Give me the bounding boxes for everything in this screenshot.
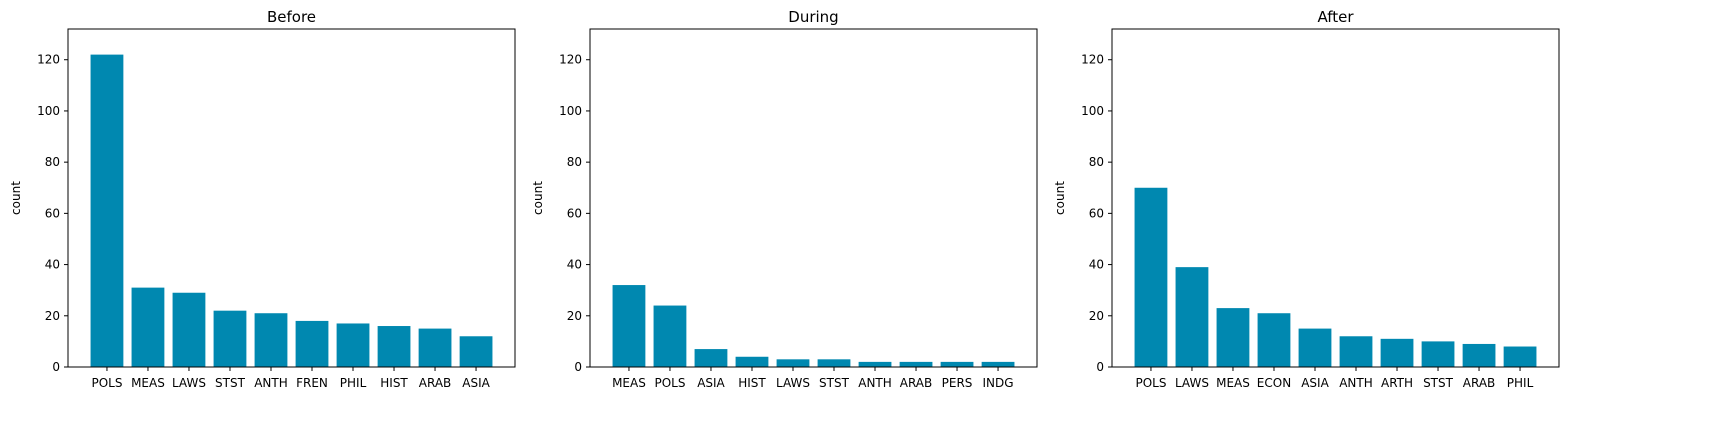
bar-arth: [1380, 338, 1414, 367]
x-tick-label: ARAB: [419, 376, 452, 390]
x-tick-label: MEAS: [612, 376, 646, 390]
x-tick-label: PERS: [942, 376, 973, 390]
x-tick-label: ARTH: [1381, 376, 1413, 390]
chart-panel-1: POLS MEAS LAWS STST ANTH FREN PHIL HIST ARAB ASIA…: [9, 8, 516, 390]
bar-pols: [653, 305, 687, 367]
y-tick-label: 40: [1089, 258, 1104, 272]
bar-meas: [1216, 308, 1250, 367]
x-tick-label: POLS: [91, 376, 122, 390]
bar-pols: [1134, 187, 1168, 367]
bar-meas: [131, 287, 165, 367]
x-tick-label: ARAB: [1463, 376, 1496, 390]
y-tick-label: 20: [1089, 309, 1104, 323]
bar-arab: [418, 328, 452, 367]
chart-title: After: [1317, 8, 1354, 26]
y-tick-label: 0: [52, 360, 60, 374]
x-tick-label: LAWS: [776, 376, 810, 390]
bar-anth: [254, 313, 288, 367]
chart-title: Before: [267, 8, 316, 26]
bar-laws: [776, 359, 810, 367]
x-tick-label: LAWS: [1175, 376, 1209, 390]
y-tick-label: 40: [45, 258, 60, 272]
bar-stst: [817, 359, 851, 367]
axes-frame: [589, 28, 1038, 368]
x-tick-label: HIST: [380, 376, 408, 390]
y-tick-label: 60: [1089, 206, 1104, 220]
bar-laws: [1175, 267, 1209, 367]
x-tick-label: ASIA: [697, 376, 725, 390]
bar-laws: [172, 292, 206, 367]
y-axis-label: count: [531, 181, 545, 215]
y-tick-label: 60: [567, 206, 582, 220]
axes-frame: [1111, 28, 1560, 368]
bar-stst: [213, 310, 247, 367]
y-tick-label: 40: [567, 258, 582, 272]
x-tick-label: POLS: [654, 376, 685, 390]
x-tick-label: POLS: [1135, 376, 1166, 390]
x-tick-label: PHIL: [340, 376, 367, 390]
x-tick-label: LAWS: [172, 376, 206, 390]
bar-hist: [377, 326, 411, 367]
chart-panel-3: POLS LAWS MEAS ECON ASIA ANTH ARTH STST ARAB PHIL…: [1053, 8, 1560, 390]
y-axis-label: count: [1053, 181, 1067, 215]
x-tick-label: ARAB: [900, 376, 933, 390]
x-tick-label: ASIA: [1301, 376, 1329, 390]
bar-phil: [336, 323, 370, 367]
x-tick-label: ANTH: [254, 376, 288, 390]
y-tick-label: 20: [45, 309, 60, 323]
y-tick-label: 60: [45, 206, 60, 220]
x-tick-label: ANTH: [1339, 376, 1373, 390]
x-tick-label: MEAS: [131, 376, 165, 390]
chart-title: During: [788, 8, 838, 26]
x-tick-label: HIST: [738, 376, 766, 390]
y-tick-label: 120: [1081, 53, 1104, 67]
bar-pers: [940, 361, 974, 367]
y-tick-label: 0: [1096, 360, 1104, 374]
y-tick-label: 100: [37, 104, 60, 118]
y-tick-label: 80: [1089, 155, 1104, 169]
y-tick-label: 20: [567, 309, 582, 323]
y-tick-label: 120: [559, 53, 582, 67]
bar-anth: [858, 361, 892, 367]
x-tick-label: STST: [215, 376, 246, 390]
x-tick-label: ECON: [1257, 376, 1291, 390]
bar-asia: [1298, 328, 1332, 367]
x-tick-label: MEAS: [1216, 376, 1250, 390]
bar-arab: [1462, 343, 1496, 367]
x-tick-label: PHIL: [1507, 376, 1534, 390]
bar-fren: [295, 320, 329, 367]
bar-hist: [735, 356, 769, 367]
x-tick-label: STST: [1423, 376, 1454, 390]
bar-pols: [90, 54, 124, 368]
y-tick-label: 120: [37, 53, 60, 67]
chart-panel-2: MEAS POLS ASIA HIST LAWS STST ANTH ARAB PERS INDG…: [531, 8, 1038, 390]
y-axis-label: count: [9, 181, 23, 215]
x-tick-label: STST: [819, 376, 850, 390]
bar-arab: [899, 361, 933, 367]
bar-phil: [1503, 346, 1537, 367]
bar-meas: [612, 285, 646, 367]
bar-stst: [1421, 341, 1455, 367]
x-tick-label: FREN: [296, 376, 328, 390]
y-tick-label: 80: [567, 155, 582, 169]
y-tick-label: 80: [45, 155, 60, 169]
y-tick-label: 0: [574, 360, 582, 374]
x-tick-label: ASIA: [462, 376, 490, 390]
x-tick-label: INDG: [983, 376, 1014, 390]
bar-econ: [1257, 313, 1291, 367]
y-tick-label: 100: [1081, 104, 1104, 118]
bar-asia: [694, 349, 728, 367]
axes-frame: [67, 28, 516, 368]
bar-anth: [1339, 336, 1373, 367]
bar-asia: [459, 336, 493, 367]
bar-indg: [981, 361, 1015, 367]
y-tick-label: 100: [559, 104, 582, 118]
x-tick-label: ANTH: [858, 376, 892, 390]
